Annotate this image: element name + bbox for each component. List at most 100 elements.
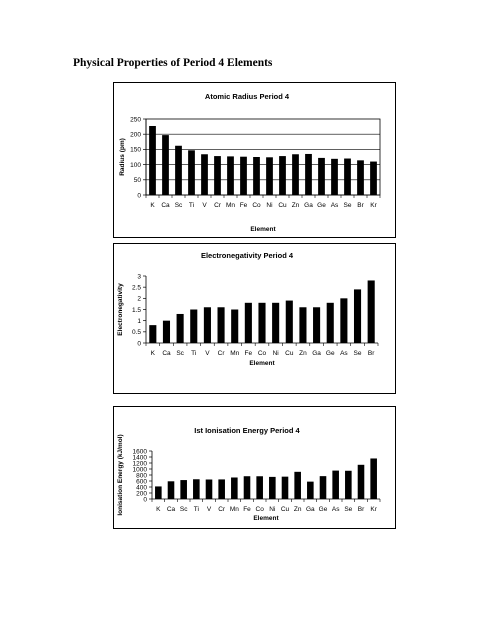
ion-bar — [193, 479, 200, 499]
radius-x-tick-label: Ca — [161, 202, 170, 209]
atomic-radius-chart-svg: Atomic Radius Period 4 Radius (pm) 0 50 100 1… — [119, 92, 381, 233]
electro-x-tick-label: Ca — [162, 350, 171, 357]
ion-y-tick-label: 0 — [143, 496, 147, 503]
ion-x-tick-label: Fe — [243, 506, 251, 513]
electro-x-tick-label: Ga — [312, 350, 321, 357]
ion-y-tick-label: 400 — [136, 484, 147, 491]
electro-bar — [149, 325, 157, 343]
electro-x-tick-label: Sc — [176, 350, 184, 357]
radius-y-axis-label: Radius (pm) — [119, 138, 126, 176]
ion-bar — [243, 476, 251, 499]
ion-bar — [218, 479, 225, 499]
electro-bar — [340, 298, 348, 343]
radius-bar — [175, 145, 182, 195]
ion-x-tick-label: Ti — [194, 506, 199, 513]
radius-x-tick-label: Se — [344, 202, 352, 209]
electro-x-tick-label: Fe — [245, 350, 253, 357]
ion-bar — [269, 476, 276, 499]
ion-bar — [332, 470, 339, 499]
ionisation-energy-chart: Ist Ionisation Energy Period 4 Ionisation… — [113, 406, 396, 529]
electro-x-tick-label: Co — [258, 350, 267, 357]
radius-bar — [201, 154, 208, 195]
radius-y-tick-label: 200 — [130, 132, 141, 139]
radius-y-tick-label: 0 — [137, 192, 141, 199]
electro-y-tick-label: 3 — [137, 273, 141, 280]
electro-bar — [258, 302, 266, 343]
radius-x-tick-label: Fe — [240, 202, 248, 209]
radius-bar — [305, 153, 312, 195]
ion-y-tick-label: 1000 — [133, 466, 148, 473]
radius-x-tick-label: Br — [357, 202, 364, 209]
electro-bar — [190, 309, 198, 343]
radius-bar — [266, 157, 273, 195]
atomic-radius-chart: Atomic Radius Period 4 Radius (pm) 0 50 100 1… — [113, 82, 396, 238]
radius-bar — [318, 157, 325, 195]
ion-bar — [370, 458, 377, 499]
ion-y-tick-label: 600 — [136, 478, 147, 485]
ion-bar — [357, 464, 365, 499]
radius-x-tick-label: K — [150, 202, 155, 209]
radius-bar — [370, 161, 377, 195]
ion-bar — [205, 479, 213, 499]
electro-y-tick-label: 2.5 — [132, 284, 141, 291]
electro-x-tick-label: Ti — [191, 350, 196, 357]
ion-x-tick-label: Mn — [230, 506, 239, 513]
radius-y-tick-label: 250 — [130, 116, 141, 123]
electro-y-axis-label: Electronegativity — [117, 283, 124, 336]
ion-y-tick-label: 1400 — [133, 454, 148, 461]
radius-bar — [162, 135, 169, 195]
ion-bar — [307, 481, 314, 499]
radius-x-tick-label: As — [331, 202, 339, 209]
ion-y-tick-label: 200 — [136, 490, 147, 497]
radius-y-tick-label: 150 — [130, 147, 141, 154]
ion-bar — [155, 486, 162, 499]
ion-y-tick-label: 1600 — [133, 448, 148, 455]
electro-x-tick-label: K — [151, 350, 156, 357]
electro-y-tick-label: 1.5 — [132, 307, 141, 314]
electro-bar — [367, 280, 375, 343]
radius-x-tick-label: Ga — [304, 202, 313, 209]
page-title: Physical Properties of Period 4 Elements — [73, 57, 273, 69]
electro-bar — [162, 320, 171, 343]
radius-x-tick-label: Zn — [292, 202, 300, 209]
electro-x-axis-label: Element — [249, 360, 275, 367]
electro-x-tick-label: As — [340, 350, 348, 357]
radius-bar — [279, 156, 286, 195]
electro-x-tick-label: Se — [354, 350, 362, 357]
ion-x-tick-label: Kr — [370, 506, 377, 513]
electro-x-tick-label: Cu — [285, 350, 294, 357]
radius-x-tick-label: Kr — [370, 202, 377, 209]
ion-y-axis-label: Ionisation Energy (kJ/mol) — [117, 434, 124, 515]
ion-x-tick-label: K — [156, 506, 161, 513]
electro-x-tick-label: V — [205, 350, 210, 357]
electronegativity-chart-svg: Electronegativity Period 4 Electronegativ… — [117, 251, 379, 367]
ion-x-tick-label: Se — [344, 506, 352, 513]
electro-bar — [299, 307, 307, 343]
ion-y-tick-label: 800 — [136, 472, 147, 479]
ion-x-tick-label: Co — [256, 506, 265, 513]
radius-x-tick-label: Cr — [214, 202, 222, 209]
ion-x-axis-label: Element — [253, 515, 279, 522]
radius-x-tick-label: Ti — [189, 202, 194, 209]
ion-y-tick-label: 1200 — [133, 460, 148, 467]
radius-x-tick-label: Ni — [266, 202, 272, 209]
ion-title: Ist Ionisation Energy Period 4 — [194, 426, 300, 435]
radius-bar — [344, 158, 351, 195]
electro-x-tick-label: Br — [368, 350, 375, 357]
electro-bar — [176, 313, 184, 343]
ion-x-tick-label: Cr — [218, 506, 226, 513]
ion-x-tick-label: Zn — [294, 506, 302, 513]
radius-bar — [240, 156, 247, 195]
ion-bar — [319, 476, 327, 499]
electro-title: Electronegativity Period 4 — [201, 251, 294, 260]
radius-x-tick-label: Ge — [317, 202, 326, 209]
radius-x-tick-label: Co — [252, 202, 261, 209]
electro-bar — [313, 307, 321, 343]
ion-x-tick-label: As — [332, 506, 340, 513]
electro-bar — [231, 309, 239, 343]
radius-bar — [331, 158, 338, 195]
electro-y-tick-label: 2 — [137, 296, 141, 303]
radius-bar — [292, 154, 299, 195]
electronegativity-chart: Electronegativity Period 4 Electronegativ… — [113, 243, 396, 394]
ion-x-tick-label: Ga — [306, 506, 315, 513]
